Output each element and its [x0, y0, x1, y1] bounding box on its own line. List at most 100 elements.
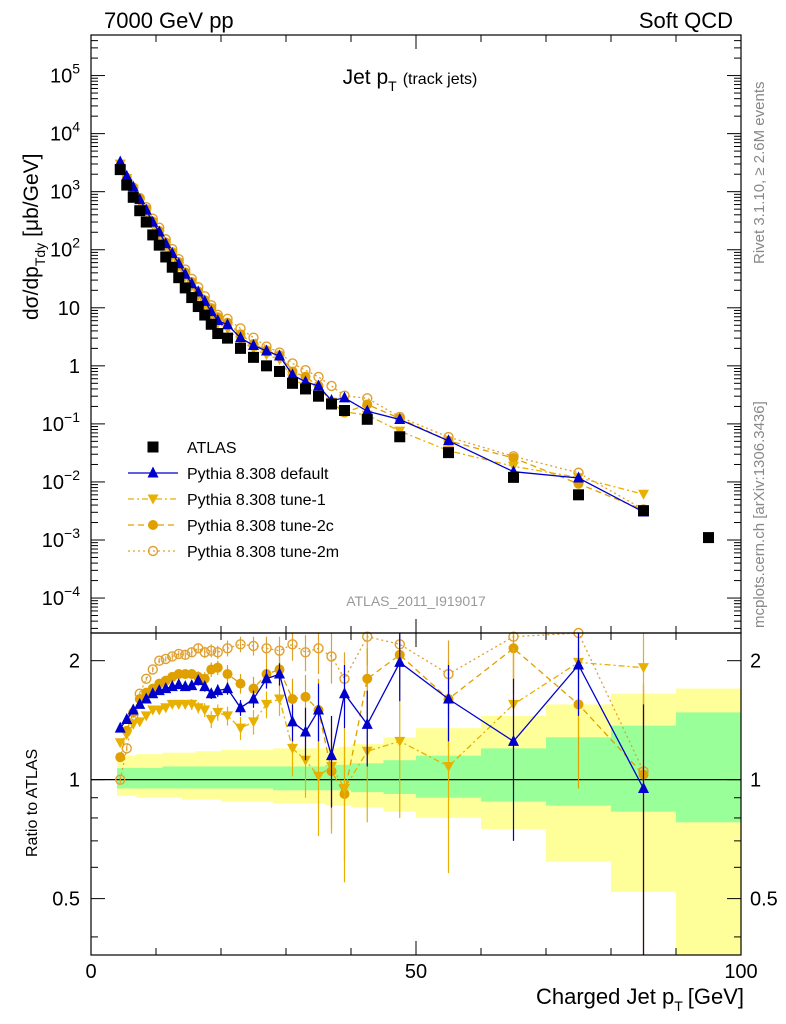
- atlas-point: [140, 216, 152, 228]
- ratio-point: [287, 693, 298, 704]
- atlas-point: [300, 383, 311, 395]
- ratio-point: [222, 669, 233, 680]
- atlas-point: [339, 405, 350, 417]
- atlas-point: [153, 239, 165, 251]
- main-y-tick-mantissa: 10: [42, 530, 64, 552]
- main-series-4: [115, 164, 649, 515]
- main-point: [114, 155, 126, 167]
- atlas-point: [313, 390, 324, 402]
- main-y-tick-mantissa: 10: [42, 414, 64, 436]
- main-point: [121, 169, 133, 181]
- main-point: [638, 489, 649, 500]
- atlas-point: [248, 351, 259, 363]
- main-y-tick-mantissa: 10: [50, 240, 72, 262]
- main-series: [114, 155, 714, 544]
- ratio-y-tick-label: 2: [69, 651, 80, 673]
- ratio-point: [199, 673, 210, 684]
- atlas-point: [212, 328, 224, 340]
- ratio-point: [160, 653, 171, 665]
- main-series-1: [114, 155, 649, 517]
- x-tick-label: 0: [85, 961, 96, 983]
- ratio-point: [222, 682, 233, 694]
- ratio-y-tick-label: 1: [69, 770, 80, 792]
- ratio-band-inner: [188, 766, 195, 789]
- atlas-point: [222, 332, 233, 344]
- legend-label: ATLAS: [187, 440, 237, 457]
- ratio-point: [186, 699, 198, 710]
- legend-label: Pythia 8.308 tune-1: [187, 492, 326, 509]
- legend: ATLAS Pythia 8.308 default Pythia 8.308 tu…: [128, 440, 339, 561]
- legend-entry: Pythia 8.308 tune-2m: [128, 544, 339, 561]
- main-point: [261, 344, 272, 356]
- main-y-tick-exponent: 3: [72, 177, 80, 193]
- ratio-band-inner: [156, 768, 163, 789]
- main-point: [339, 391, 350, 403]
- ratio-point: [313, 643, 324, 654]
- main-series-line: [119, 169, 644, 510]
- ratio-band-inner: [247, 766, 260, 789]
- x-axis-label-unit: [GeV]: [688, 984, 744, 1009]
- ratio-y-tick-label: 0.5: [52, 889, 80, 911]
- ratio-point: [274, 667, 285, 679]
- ratio-point: [313, 771, 324, 782]
- main-y-tick-mantissa: 1: [69, 356, 80, 378]
- main-y-tick-label: 103: [50, 177, 80, 204]
- legend-marker: [147, 441, 159, 453]
- ratio-point: [199, 647, 210, 658]
- ratio-point: [248, 683, 259, 694]
- ratio-series-line: [119, 661, 644, 790]
- main-y-tick-exponent: −1: [64, 409, 80, 425]
- ratio-point: [173, 648, 184, 660]
- ratio-point: [394, 655, 406, 667]
- main-y-axis-label: dσ/dpTdy [μb/GeV]: [20, 154, 48, 321]
- ratio-point: [248, 717, 259, 728]
- main-y-tick-mantissa: 10: [58, 298, 80, 320]
- ratio-point: [134, 697, 146, 709]
- legend-label: Pythia 8.308 default: [187, 466, 329, 483]
- x-axis-label: Charged Jet pT [GeV]: [536, 984, 744, 1014]
- ratio-point: [235, 678, 246, 689]
- header-left: 7000 GeV pp: [104, 8, 234, 33]
- ratio-point: [205, 714, 217, 725]
- ratio-point: [154, 655, 165, 666]
- legend-entry: Pythia 8.308 tune-1: [128, 492, 326, 509]
- legend-marker: [148, 520, 158, 530]
- ratio-band-inner: [182, 766, 189, 789]
- atlas-point: [192, 301, 204, 313]
- ratio-band-inner: [214, 766, 221, 789]
- mcplots-label: mcplots.cern.ch [arXiv:1306.3436]: [751, 401, 768, 628]
- ratio-point: [212, 684, 224, 696]
- main-y-tick-exponent: 5: [72, 61, 80, 77]
- main-y-tick-mantissa: 10: [50, 124, 72, 146]
- ratio-point: [134, 717, 146, 728]
- atlas-point: [199, 309, 211, 321]
- legend-marker: [147, 545, 159, 557]
- main-series-line: [119, 165, 644, 511]
- atlas-point: [205, 318, 217, 330]
- ratio-point: [313, 703, 324, 715]
- atlas-point: [261, 360, 272, 372]
- atlas-point: [166, 261, 178, 273]
- main-y-tick-label: 105: [50, 61, 80, 88]
- atlas-point: [508, 471, 519, 483]
- ratio-point: [173, 678, 185, 690]
- ratio-band-inner: [143, 768, 150, 789]
- main-y-tick-label: 1: [69, 356, 80, 378]
- ratio-point: [127, 703, 139, 715]
- main-point: [287, 368, 298, 380]
- ratio-point: [115, 752, 126, 763]
- ratio-band-inner: [149, 768, 156, 789]
- ratio-band-inner: [201, 766, 208, 789]
- main-point: [313, 379, 324, 391]
- main-y-tick-exponent: 4: [72, 119, 80, 135]
- ratio-point: [261, 643, 272, 654]
- ratio-y-tick-label-right: 1: [750, 770, 761, 792]
- atlas-point: [573, 489, 584, 501]
- ratio-point: [115, 774, 126, 785]
- ratio-point: [192, 674, 204, 686]
- x-axis-label-main: Charged Jet p: [536, 984, 674, 1009]
- ratio-point: [638, 663, 649, 674]
- main-point: [573, 471, 584, 483]
- ratio-point: [212, 707, 224, 718]
- ratio-point: [114, 721, 126, 733]
